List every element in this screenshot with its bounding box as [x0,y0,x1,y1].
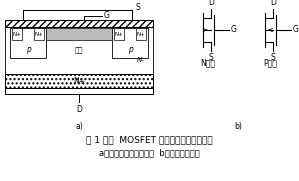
Text: G: G [104,12,110,20]
Bar [5,20,153,94]
Text: P沟道: P沟道 [263,58,277,68]
Text: a）内部结构断面示意图  b）电气图形符号: a）内部结构断面示意图 b）电气图形符号 [99,148,199,157]
Text: p: p [25,45,30,54]
Text: a): a) [75,123,83,132]
Text: D: D [270,0,276,7]
Text: G: G [293,26,299,35]
Text: N+: N+ [73,77,85,85]
Bar [114,28,124,40]
Text: N+: N+ [35,31,43,37]
Text: N-: N- [137,57,145,63]
Text: S: S [271,53,275,62]
Text: S: S [209,53,213,62]
Text: G: G [231,26,237,35]
Bar [5,74,153,88]
Text: N+: N+ [13,31,22,37]
Bar [34,28,44,40]
Text: N+: N+ [137,31,145,37]
Text: D: D [208,0,214,7]
Bar [136,28,146,40]
Text: p: p [128,45,132,54]
Bar [5,20,153,27]
Text: b): b) [234,123,242,132]
Text: N+: N+ [115,31,123,37]
Bar [112,28,148,58]
Bar [12,28,22,40]
Text: 图 1 功率  MOSFET 的结构和电气图形符号: 图 1 功率 MOSFET 的结构和电气图形符号 [86,136,212,144]
Text: 沟道: 沟道 [75,47,83,53]
Text: N沟道: N沟道 [201,58,216,68]
Bar [10,28,46,58]
Text: S: S [135,3,140,12]
Bar [46,28,112,40]
Bar [5,27,153,74]
Text: D: D [76,105,82,114]
